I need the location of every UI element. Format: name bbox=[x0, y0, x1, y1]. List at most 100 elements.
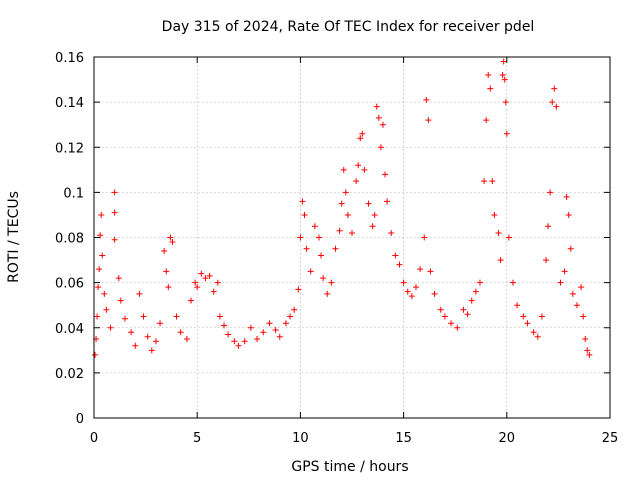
y-tick-label: 0.12 bbox=[55, 141, 84, 156]
data-point bbox=[464, 311, 471, 318]
data-point bbox=[553, 103, 560, 110]
data-point bbox=[500, 58, 507, 65]
data-point bbox=[344, 211, 351, 218]
data-point bbox=[111, 209, 118, 216]
data-point bbox=[117, 297, 124, 304]
data-point bbox=[396, 261, 403, 268]
data-point bbox=[472, 288, 479, 295]
scatter-points bbox=[92, 58, 593, 358]
data-point bbox=[202, 275, 209, 282]
y-tick-label: 0.14 bbox=[55, 96, 84, 111]
axis-ticks: 0 0.02 0.04 0.06 0.08 0.1 0.12 0.14 0.16 0 5 10 15 20… bbox=[55, 51, 618, 446]
data-point bbox=[421, 234, 428, 241]
x-tick-label: 10 bbox=[292, 431, 309, 446]
data-point bbox=[509, 279, 516, 286]
data-point bbox=[563, 193, 570, 200]
data-point bbox=[412, 284, 419, 291]
data-point bbox=[373, 103, 380, 110]
data-point bbox=[99, 252, 106, 259]
data-point bbox=[173, 313, 180, 320]
y-tick-label: 0 bbox=[76, 412, 84, 427]
data-point bbox=[353, 178, 360, 185]
data-point bbox=[307, 268, 314, 275]
data-point bbox=[557, 279, 564, 286]
data-point bbox=[338, 200, 345, 207]
data-point bbox=[369, 223, 376, 230]
data-point bbox=[115, 275, 122, 282]
data-point bbox=[520, 313, 527, 320]
data-point bbox=[503, 130, 510, 137]
data-point bbox=[132, 342, 139, 349]
data-point bbox=[427, 268, 434, 275]
data-point bbox=[301, 211, 308, 218]
data-point bbox=[584, 347, 591, 354]
y-axis-label: ROTI / TECUs bbox=[6, 191, 22, 283]
data-point bbox=[534, 333, 541, 340]
data-point bbox=[188, 297, 195, 304]
data-point bbox=[324, 290, 331, 297]
data-point bbox=[485, 72, 492, 79]
data-point bbox=[551, 85, 558, 92]
data-point bbox=[336, 227, 343, 234]
y-tick-label: 0.02 bbox=[55, 367, 84, 382]
data-point bbox=[111, 189, 118, 196]
data-point bbox=[497, 257, 504, 264]
data-point bbox=[221, 322, 228, 329]
x-tick-label: 20 bbox=[499, 431, 516, 446]
data-point bbox=[384, 198, 391, 205]
data-point bbox=[437, 306, 444, 313]
data-point bbox=[565, 211, 572, 218]
data-point bbox=[254, 336, 261, 343]
data-point bbox=[92, 351, 99, 358]
y-tick-label: 0.1 bbox=[63, 186, 84, 201]
data-point bbox=[524, 320, 531, 327]
data-point bbox=[303, 245, 310, 252]
data-point bbox=[299, 198, 306, 205]
data-point bbox=[183, 336, 190, 343]
data-point bbox=[468, 297, 475, 304]
data-point bbox=[505, 234, 512, 241]
data-point bbox=[569, 290, 576, 297]
data-point bbox=[169, 239, 176, 246]
y-tick-label: 0.06 bbox=[55, 277, 84, 292]
data-point bbox=[206, 272, 213, 279]
data-point bbox=[241, 338, 248, 345]
data-point bbox=[388, 229, 395, 236]
data-point bbox=[161, 248, 168, 255]
data-point bbox=[94, 313, 101, 320]
data-point bbox=[423, 96, 430, 103]
data-point bbox=[404, 288, 411, 295]
y-tick-label: 0.16 bbox=[55, 51, 84, 66]
data-point bbox=[530, 329, 537, 336]
data-point bbox=[547, 189, 554, 196]
data-point bbox=[491, 211, 498, 218]
data-point bbox=[225, 331, 232, 338]
data-point bbox=[194, 284, 201, 291]
chart-title: Day 315 of 2024, Rate Of TEC Index for r… bbox=[162, 19, 535, 35]
data-point bbox=[481, 178, 488, 185]
data-point bbox=[163, 268, 170, 275]
data-point bbox=[392, 252, 399, 259]
data-point bbox=[128, 329, 135, 336]
data-point bbox=[95, 284, 102, 291]
x-axis-label: GPS time / hours bbox=[291, 459, 408, 475]
data-point bbox=[578, 284, 585, 291]
data-point bbox=[235, 342, 242, 349]
data-point bbox=[514, 302, 521, 309]
data-point bbox=[140, 313, 147, 320]
data-point bbox=[318, 252, 325, 259]
data-point bbox=[272, 327, 279, 334]
data-point bbox=[460, 306, 467, 313]
data-point bbox=[499, 72, 506, 79]
data-point bbox=[247, 324, 254, 331]
data-point bbox=[276, 333, 283, 340]
data-point bbox=[379, 121, 386, 128]
x-tick-label: 5 bbox=[193, 431, 201, 446]
data-point bbox=[448, 320, 455, 327]
y-tick-label: 0.04 bbox=[55, 322, 84, 337]
data-point bbox=[192, 279, 199, 286]
data-point bbox=[315, 234, 322, 241]
x-tick-label: 15 bbox=[395, 431, 412, 446]
data-point bbox=[357, 135, 364, 142]
